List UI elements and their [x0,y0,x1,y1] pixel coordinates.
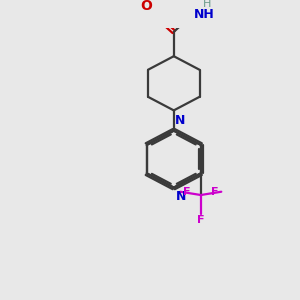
Text: N: N [175,114,186,127]
Text: F: F [183,187,191,197]
Text: F: F [211,187,218,197]
Text: F: F [197,215,205,225]
Text: O: O [140,0,152,13]
Text: H: H [202,0,211,9]
Text: N: N [176,190,187,203]
Text: NH: NH [194,8,215,21]
